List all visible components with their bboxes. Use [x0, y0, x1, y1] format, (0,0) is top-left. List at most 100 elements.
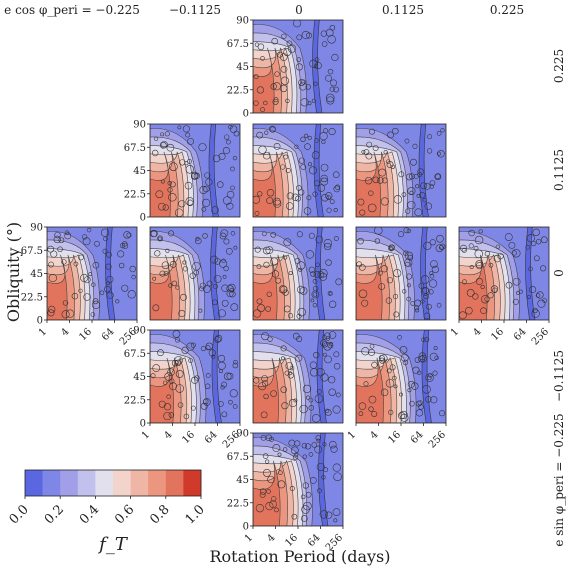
sample-point	[202, 233, 208, 239]
sample-point	[174, 359, 182, 367]
sample-point	[532, 307, 538, 314]
sample-point	[232, 156, 237, 161]
sample-point	[212, 299, 218, 306]
sample-point	[163, 380, 168, 385]
contour-band	[150, 151, 171, 217]
sample-point	[429, 352, 438, 361]
sample-point	[102, 248, 108, 254]
sample-point	[308, 232, 315, 239]
sample-point	[296, 261, 306, 270]
sample-point	[537, 299, 546, 308]
sample-point	[175, 384, 184, 393]
sample-point	[187, 159, 192, 164]
sample-point	[387, 131, 394, 139]
contour-band	[253, 151, 276, 217]
sample-point	[315, 262, 320, 268]
sample-point	[392, 293, 399, 300]
sample-point	[429, 239, 436, 246]
sample-point	[218, 152, 226, 160]
sample-point	[217, 309, 226, 318]
sample-point	[307, 135, 312, 140]
sample-point	[58, 237, 65, 244]
sample-point	[150, 373, 156, 379]
sample-point	[62, 300, 69, 306]
panel-2-2	[252, 226, 344, 321]
sample-point	[222, 274, 227, 279]
sample-point	[304, 133, 309, 138]
sample-point	[167, 368, 175, 376]
sample-point	[438, 245, 445, 251]
panel-2-3	[252, 329, 344, 424]
colorbar: 0.0 0.2 0.4 0.6 0.8 1.0	[7, 469, 208, 527]
sample-point	[256, 86, 264, 94]
sample-point	[371, 361, 378, 369]
sample-point	[205, 345, 211, 351]
panel-4-2: 1 4 16 64 256	[449, 226, 551, 348]
sample-point	[230, 303, 239, 311]
sample-point	[475, 277, 483, 285]
sample-point	[181, 346, 189, 354]
sample-point	[293, 20, 302, 28]
sample-point	[317, 271, 325, 278]
x-tick-label: 16	[77, 326, 94, 343]
sample-point	[150, 230, 158, 238]
sample-point	[48, 273, 57, 283]
sample-point	[204, 172, 211, 179]
x-tick-label: 256	[530, 326, 551, 347]
sample-point	[217, 181, 224, 188]
sample-point	[320, 177, 329, 186]
sample-point	[305, 491, 312, 498]
sample-point	[303, 207, 312, 215]
sample-point	[258, 145, 267, 154]
sample-point	[223, 238, 230, 245]
sample-point	[194, 375, 200, 381]
sample-point	[261, 380, 269, 387]
sample-point	[164, 372, 173, 381]
sample-point	[497, 253, 504, 260]
sample-point	[377, 270, 383, 276]
panel-1-2	[149, 226, 241, 321]
sample-point	[163, 270, 169, 276]
sample-point	[481, 295, 490, 304]
sample-point	[404, 138, 410, 144]
sample-point	[364, 176, 373, 185]
sample-point	[306, 195, 312, 201]
sample-point	[296, 34, 303, 41]
y-tick-label: 67.5	[227, 39, 249, 50]
sample-point	[280, 386, 288, 393]
sample-point	[393, 384, 398, 389]
sample-point	[152, 364, 161, 373]
sample-point	[423, 183, 431, 190]
sample-point	[385, 379, 395, 388]
sample-point	[404, 261, 410, 267]
sample-point	[179, 293, 187, 301]
panel-frame	[355, 226, 447, 321]
sample-point	[317, 488, 322, 494]
sample-point	[232, 362, 239, 369]
sample-point	[372, 145, 379, 152]
sample-point	[205, 373, 211, 379]
sample-point	[331, 53, 339, 62]
sample-point	[333, 363, 341, 370]
sample-point	[399, 346, 408, 354]
sample-point	[300, 79, 307, 85]
y-tick-label: 45	[133, 166, 146, 177]
sample-point	[320, 163, 329, 172]
sample-point	[53, 235, 61, 244]
sample-point	[425, 396, 432, 403]
sample-point	[152, 276, 157, 281]
sample-point	[328, 388, 336, 396]
sample-point	[291, 513, 298, 520]
sample-point	[330, 79, 337, 87]
sample-point	[333, 472, 342, 482]
sample-point	[302, 384, 312, 394]
sample-point	[283, 154, 289, 160]
sample-point	[290, 446, 299, 455]
sample-point	[175, 285, 180, 290]
sample-point	[267, 475, 275, 484]
sample-point	[475, 262, 484, 270]
sample-point	[292, 454, 299, 460]
sample-point	[413, 173, 419, 179]
sample-point	[402, 359, 409, 366]
sample-point	[185, 132, 191, 138]
